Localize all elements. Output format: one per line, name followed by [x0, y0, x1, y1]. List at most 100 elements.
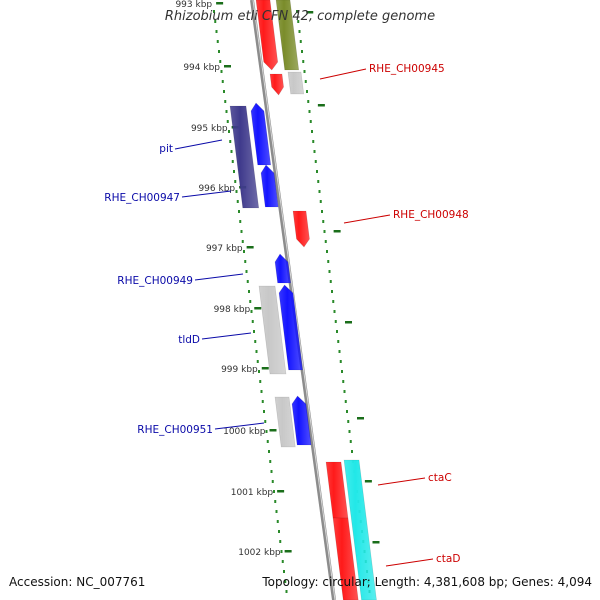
- scale-dot: [245, 270, 248, 273]
- label-leader-line: [319, 68, 367, 80]
- gene-block-blue-tldd: [278, 284, 303, 371]
- label-leader-line: [343, 214, 391, 224]
- scale-dot: [253, 330, 255, 333]
- scale-dot: [264, 420, 267, 423]
- scale-tick-label: 998 kbp: [214, 305, 251, 315]
- scale-dot: [319, 200, 322, 203]
- scale-dot: [344, 400, 347, 403]
- scale-dot: [246, 280, 249, 283]
- scale-dot: [327, 260, 330, 263]
- scale-tick-label: 1000 kbp: [223, 427, 266, 437]
- scale-tick-mark: [246, 246, 254, 249]
- gene-label: RHE_CH00945: [369, 63, 445, 75]
- gene-block-red-rhe-ch00945: [269, 73, 284, 96]
- scale-tick-mark-right: [306, 11, 314, 14]
- scale-dot: [214, 20, 217, 23]
- scale-dot: [243, 250, 245, 253]
- scale-dot: [309, 120, 312, 123]
- scale-dot: [251, 320, 254, 323]
- gene-label: RHE_CH00951: [137, 424, 213, 436]
- scale-tick-label: 1002 kbp: [238, 548, 281, 558]
- gene-block-cyan-ctac: [343, 459, 377, 600]
- gene-block-grey-rhe-ch00951: [274, 396, 296, 448]
- scale-dot: [323, 230, 326, 233]
- gene-block-red-ctac: [325, 461, 349, 519]
- scale-dot: [261, 400, 264, 403]
- scale-dot: [266, 440, 269, 443]
- scale-dot: [302, 60, 305, 63]
- scale-dot: [241, 240, 244, 243]
- scale-tick-mark-right: [372, 541, 380, 544]
- scale-dot: [314, 160, 317, 163]
- scale-dot: [306, 90, 308, 93]
- scale-tick-mark-right: [345, 321, 352, 324]
- scale-dot: [317, 180, 320, 183]
- scale-dot: [311, 130, 313, 133]
- scale-dot: [296, 10, 298, 13]
- scale-dot: [334, 320, 337, 323]
- scale-dot: [297, 20, 300, 23]
- scale-dot: [263, 410, 265, 413]
- scale-tick-mark: [224, 65, 231, 68]
- gene-label: pit: [159, 143, 173, 155]
- scale-tick-label: 995 kbp: [191, 124, 228, 134]
- scale-dot: [229, 140, 232, 143]
- scale-dot: [238, 210, 240, 213]
- label-leader-line: [377, 477, 426, 486]
- scale-dot: [233, 170, 235, 173]
- topology-text: Topology: circular; Length: 4,381,608 bp…: [262, 575, 592, 589]
- scale-tick-label: 999 kbp: [221, 365, 258, 375]
- scale-dot: [218, 50, 220, 53]
- scale-dot: [244, 260, 247, 263]
- scale-dot: [265, 430, 268, 433]
- scale-dot: [336, 330, 338, 333]
- gene-block-grey-tldd: [258, 285, 287, 375]
- scale-dot: [339, 360, 342, 363]
- scale-dot: [228, 130, 230, 133]
- scale-dot: [220, 70, 223, 73]
- scale-dot: [276, 520, 279, 523]
- scale-dot: [275, 510, 278, 513]
- scale-dot: [248, 290, 250, 293]
- scale-dot: [283, 570, 285, 573]
- scale-dot: [215, 30, 218, 33]
- scale-dot: [333, 310, 336, 313]
- scale-dot: [258, 370, 260, 373]
- scale-tick-mark-right: [317, 104, 325, 107]
- scale-dot: [278, 530, 280, 533]
- backbone-highlight: [252, 0, 336, 600]
- scale-dot: [332, 300, 335, 303]
- scale-dot: [324, 240, 327, 243]
- scale-dot: [255, 350, 258, 353]
- gene-block-blue-rhe-ch00949: [274, 253, 291, 284]
- scale-tick-mark: [269, 429, 277, 432]
- scale-dot: [271, 480, 274, 483]
- scale-dot: [337, 340, 340, 343]
- scale-tick-mark: [261, 367, 269, 370]
- gene-block-blue-rhe-ch00951: [291, 395, 312, 446]
- gene-label: RHE_CH00947: [104, 192, 180, 204]
- label-leader-line: [194, 273, 244, 281]
- scale-dot: [285, 590, 288, 593]
- scale-dot: [240, 230, 243, 233]
- scale-dot: [235, 190, 238, 193]
- scale-dot: [236, 200, 239, 203]
- scale-dot: [254, 340, 257, 343]
- scale-dot: [299, 40, 302, 43]
- scale-tick-mark: [254, 307, 262, 310]
- gene-block-red-ctad: [332, 517, 359, 600]
- scale-dot: [347, 420, 350, 423]
- scale-tick-label: 1001 kbp: [231, 488, 274, 498]
- gene-block-grey: [287, 71, 305, 95]
- scale-tick-mark: [284, 550, 292, 553]
- scale-dot: [329, 280, 332, 283]
- scale-dot: [318, 190, 321, 193]
- scale-tick-label: 997 kbp: [206, 244, 243, 254]
- gene-block-red: [255, 0, 279, 71]
- scale-dot: [298, 30, 301, 33]
- scale-dot: [351, 450, 353, 453]
- scale-dot: [326, 250, 328, 253]
- accession-text: Accession: NC_007761: [9, 575, 146, 589]
- scale-dot: [216, 40, 219, 43]
